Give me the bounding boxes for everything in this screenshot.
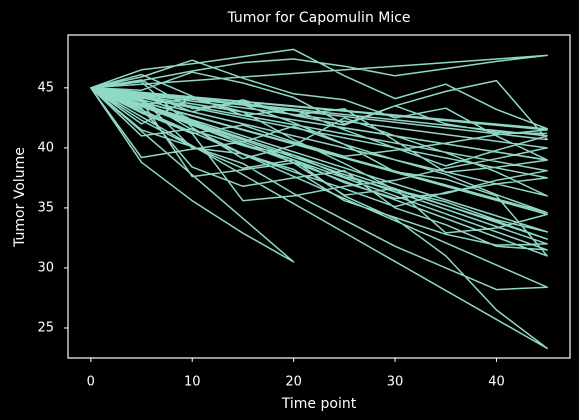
- y-tick-label: 25: [37, 320, 54, 335]
- x-tick-label: 0: [87, 375, 95, 390]
- x-axis-label: Time point: [281, 396, 357, 412]
- x-tick-label: 10: [184, 375, 201, 390]
- series-line: [90, 48, 548, 350]
- y-axis-label: Tumor Volume: [12, 147, 28, 248]
- y-tick-label: 40: [37, 140, 54, 155]
- y-tick-label: 30: [37, 260, 54, 275]
- y-tick-label: 35: [37, 200, 54, 215]
- y-tick-label: 45: [37, 80, 54, 95]
- x-tick-label: 40: [488, 375, 505, 390]
- plot-frame: [67, 34, 571, 359]
- chart-title: Tumor for Capomulin Mice: [226, 10, 410, 26]
- x-tick-label: 30: [387, 375, 404, 390]
- x-tick-label: 20: [285, 375, 302, 390]
